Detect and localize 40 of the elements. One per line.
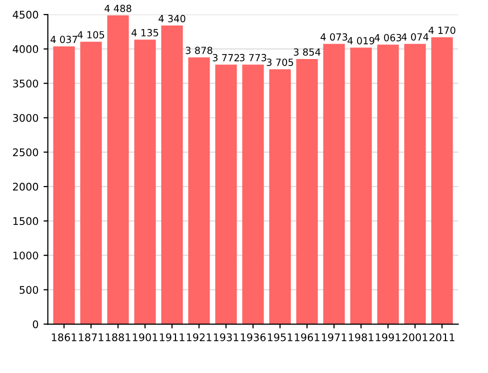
y-tick-label: 4000 [12, 45, 38, 54]
x-tick-label: 1911 [160, 333, 184, 342]
y-tick-label: 1000 [13, 252, 38, 260]
y-tick-label: 2000 [13, 182, 38, 191]
data-label: 4 340 [158, 14, 186, 22]
x-tick-label: 1871 [78, 333, 104, 342]
data-label: 3 772 [212, 54, 239, 62]
y-tick-label: 1500 [13, 217, 38, 226]
x-tick-label: 1971 [322, 333, 346, 342]
data-label: 4 063 [374, 34, 402, 42]
x-tick-label: 1991 [376, 333, 400, 342]
y-tick-label: 3000 [13, 114, 38, 122]
x-tick-label: 1951 [268, 333, 292, 342]
x-tick-label: 1961 [294, 333, 320, 342]
x-tick-label: 2011 [430, 333, 454, 342]
x-tick-label: 1861 [52, 333, 76, 342]
data-label: 4 488 [104, 4, 132, 12]
y-tick-label: 2500 [13, 148, 38, 156]
x-tick-label: 2001 [402, 333, 428, 342]
x-tick-label: 1981 [348, 333, 374, 342]
data-label: 3 773 [240, 54, 266, 62]
data-label: 4 170 [428, 26, 456, 34]
x-tick-label: 1936 [240, 333, 266, 342]
x-tick-label: 1931 [214, 333, 238, 342]
data-label: 3 854 [294, 48, 320, 56]
y-tick-label: 4500 [12, 10, 38, 19]
x-tick-label: 1901 [132, 333, 158, 342]
y-tick-label: 500 [20, 286, 38, 294]
data-label: 3 878 [186, 46, 212, 54]
data-label: 4 135 [132, 29, 158, 36]
data-label: 3 705 [266, 58, 294, 66]
y-tick-label: 0 [32, 320, 38, 328]
data-label: 4 019 [348, 37, 374, 44]
x-tick-label: 1881 [106, 333, 130, 342]
data-label: 4 073 [320, 33, 348, 41]
y-tick-label: 3500 [13, 80, 38, 88]
data-label: 4 037 [50, 36, 78, 44]
x-tick-label: 1921 [186, 333, 212, 342]
data-label: 4 074 [402, 33, 428, 41]
data-label: 4 105 [78, 31, 104, 38]
